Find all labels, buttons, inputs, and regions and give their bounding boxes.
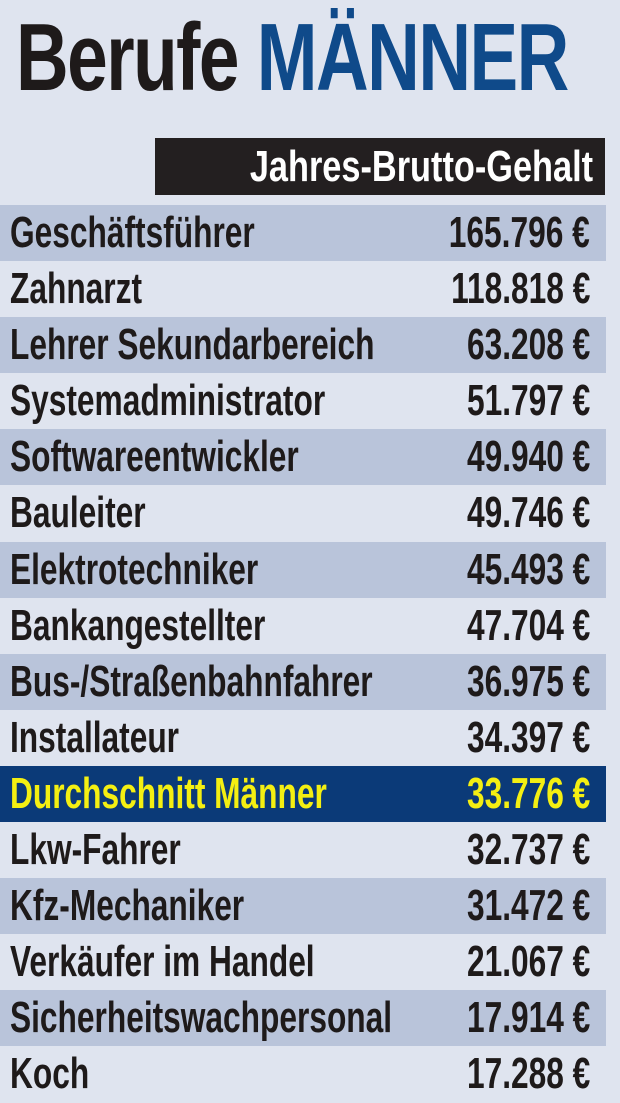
row-value: 34.397 €	[466, 712, 590, 762]
row-label: Elektrotechniker	[10, 544, 259, 594]
row-label: Geschäftsführer	[10, 208, 255, 257]
row-value: 49.746 €	[466, 488, 590, 538]
table-row: Lehrer Sekundarbereich 63.208 €	[0, 317, 606, 374]
row-value: 21.067 €	[466, 937, 590, 987]
table-row: Bauleiter 49.746 €	[0, 485, 606, 542]
table-row: Geschäftsführer 165.796 €	[0, 205, 606, 262]
table-row: Systemadministrator 51.797 €	[0, 373, 606, 430]
row-value: 32.737 €	[466, 825, 590, 875]
title-part-maenner: MÄNNER	[256, 4, 570, 111]
row-label: Durchschnitt Männer	[10, 768, 327, 818]
row-label: Systemadministrator	[10, 376, 326, 426]
row-value: 118.818 €	[450, 264, 590, 314]
table-row: Zahnarzt 118.818 €	[0, 261, 606, 318]
table-row: Bankangestellter 47.704 €	[0, 597, 606, 654]
row-label: Lkw-Fahrer	[10, 825, 181, 875]
row-label: Bus-/Straßenbahnfahrer	[10, 656, 373, 706]
row-label: Bauleiter	[10, 488, 146, 538]
table-row: Softwareentwickler 49.940 €	[0, 429, 606, 486]
column-header-label: Jahres-Brutto-Gehalt	[249, 142, 593, 191]
row-label: Bankangestellter	[10, 600, 266, 650]
row-label: Installateur	[10, 712, 180, 762]
row-value: 165.796 €	[449, 208, 590, 257]
table-row: Elektrotechniker 45.493 €	[0, 541, 606, 598]
row-label: Softwareentwickler	[10, 432, 299, 482]
row-value: 17.914 €	[466, 993, 590, 1043]
table-row: Verkäufer im Handel 21.067 €	[0, 934, 606, 991]
row-label: Kfz-Mechaniker	[10, 881, 245, 931]
table-row-average: Durchschnitt Männer 33.776 €	[0, 765, 606, 823]
page-title: Berufe MÄNNER	[16, 8, 569, 108]
row-value: 51.797 €	[466, 376, 590, 426]
table-row: Lkw-Fahrer 32.737 €	[0, 822, 606, 879]
row-label: Lehrer Sekundarbereich	[10, 320, 375, 370]
row-value: 63.208 €	[466, 320, 590, 370]
row-value: 17.288 €	[466, 1049, 590, 1099]
salary-table: Geschäftsführer 165.796 € Zahnarzt 118.818 …	[0, 205, 606, 1103]
row-label: Koch	[10, 1049, 90, 1099]
row-value: 49.940 €	[466, 432, 590, 482]
row-label: Verkäufer im Handel	[10, 937, 315, 987]
table-row: Bus-/Straßenbahnfahrer 36.975 €	[0, 653, 606, 710]
table-row: Installateur 34.397 €	[0, 709, 606, 766]
row-label: Zahnarzt	[10, 264, 143, 314]
table-row: Koch 17.288 €	[0, 1046, 606, 1103]
row-value: 47.704 €	[466, 600, 590, 650]
table-row: Sicherheitswachpersonal 17.914 €	[0, 990, 606, 1047]
row-label: Sicherheitswachpersonal	[10, 993, 393, 1043]
table-row: Kfz-Mechaniker 31.472 €	[0, 878, 606, 935]
row-value: 36.975 €	[466, 656, 590, 706]
title-part-berufe: Berufe	[16, 4, 239, 111]
row-value: 31.472 €	[466, 881, 590, 931]
row-value: 33.776 €	[466, 768, 590, 818]
column-header: Jahres-Brutto-Gehalt	[155, 138, 605, 195]
row-value: 45.493 €	[466, 544, 590, 594]
